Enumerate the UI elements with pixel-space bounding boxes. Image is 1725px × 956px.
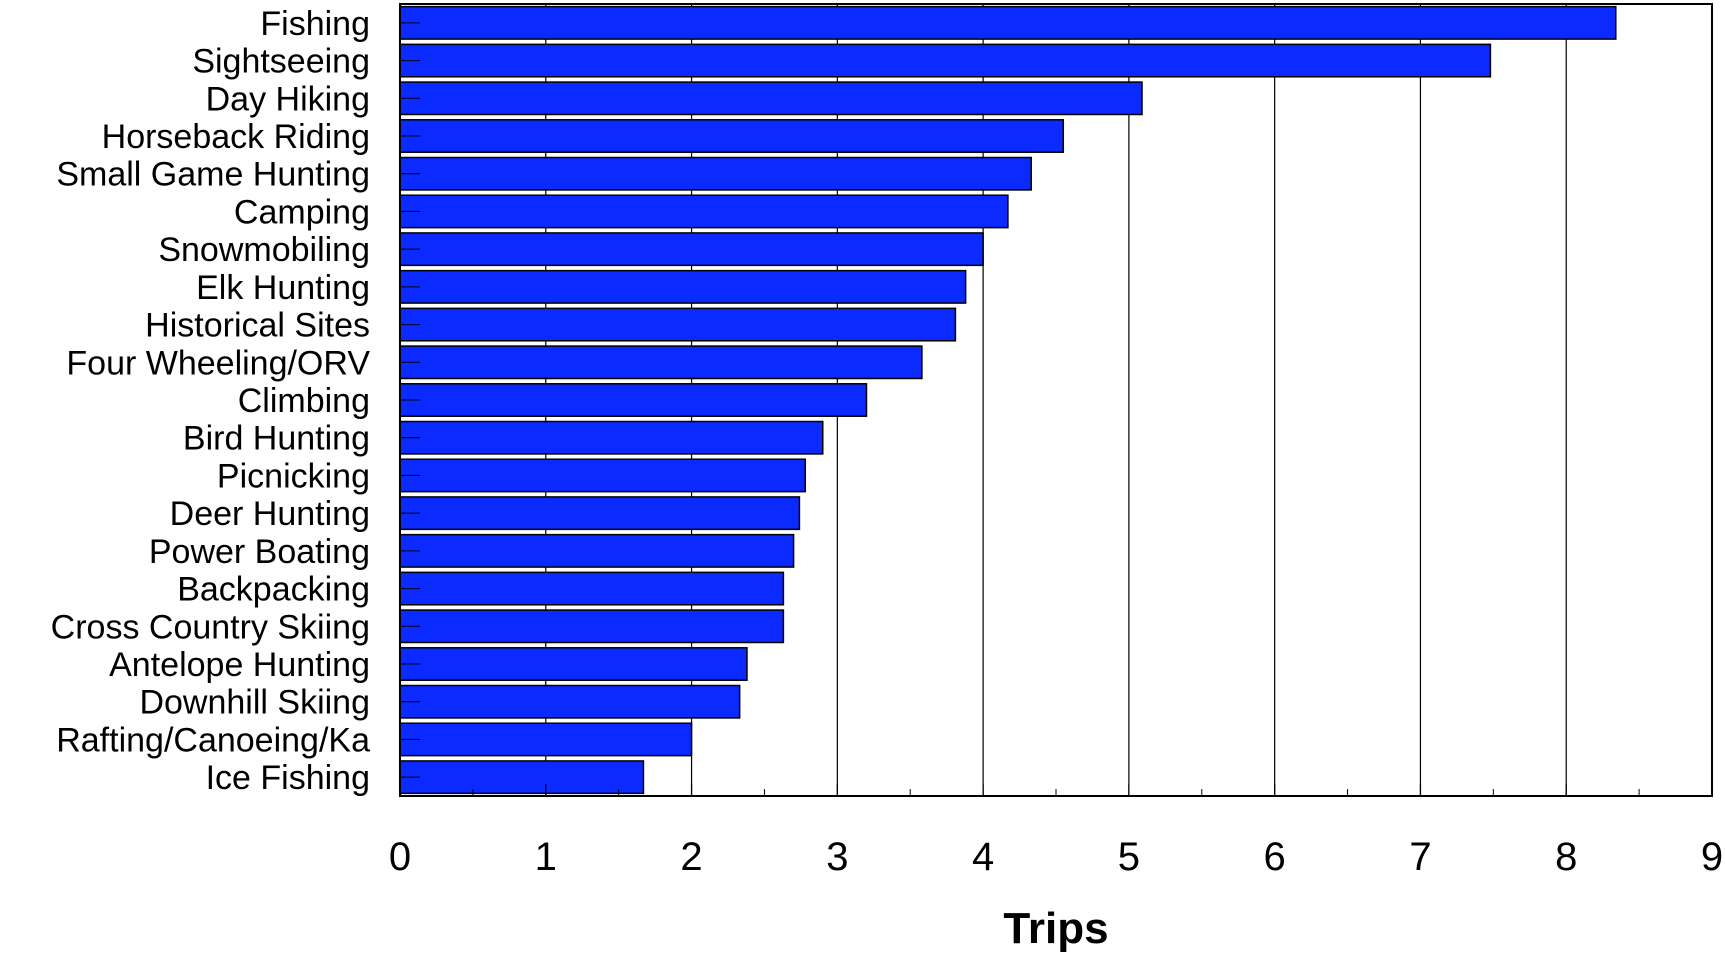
- category-label: Power Boating: [149, 533, 370, 571]
- bar: [399, 119, 1065, 153]
- x-axis-title: Trips: [1003, 904, 1108, 953]
- bar: [399, 383, 868, 417]
- x-tick-label: 1: [535, 835, 557, 879]
- category-label: Antelope Hunting: [109, 646, 370, 684]
- bar: [399, 156, 1032, 191]
- bar: [399, 760, 645, 795]
- plot-frame: [399, 3, 1713, 797]
- category-label: Historical Sites: [145, 307, 370, 345]
- bar: [399, 533, 795, 568]
- category-label: Backpacking: [177, 571, 370, 609]
- category-label: Rafting/Canoeing/Ka: [56, 721, 370, 759]
- bar: [399, 307, 957, 342]
- bar: [399, 722, 693, 757]
- bar: [399, 458, 807, 493]
- category-label: Day Hiking: [206, 80, 370, 118]
- category-label: Small Game Hunting: [56, 156, 370, 194]
- x-tick-label: 0: [389, 835, 411, 879]
- category-label: Deer Hunting: [170, 495, 370, 533]
- category-label: Ice Fishing: [206, 759, 370, 797]
- bar: [399, 496, 801, 531]
- x-tick-label: 8: [1555, 835, 1577, 879]
- bar: [399, 571, 785, 606]
- bar: [399, 232, 984, 267]
- bar: [399, 647, 748, 681]
- bar: [399, 81, 1143, 116]
- category-label: Horseback Riding: [102, 118, 370, 156]
- category-label: Camping: [234, 193, 370, 231]
- bar: [399, 5, 1617, 40]
- category-label: Elk Hunting: [196, 269, 370, 307]
- bar: [399, 43, 1492, 78]
- category-label: Snowmobiling: [158, 231, 370, 269]
- category-label: Sightseeing: [192, 43, 370, 81]
- bar: [399, 684, 741, 719]
- bar: [399, 269, 967, 304]
- bar: [399, 609, 785, 644]
- axis-ticks: [399, 22, 1713, 796]
- x-tick-label: 2: [680, 835, 702, 879]
- bar: [399, 420, 824, 455]
- category-label: Four Wheeling/ORV: [66, 344, 370, 382]
- category-label: Picnicking: [217, 457, 370, 495]
- x-tick-labels: 0 1 2 3 4 5 6 7 8 9: [389, 835, 1723, 879]
- category-label: Climbing: [238, 382, 370, 420]
- category-label: Cross Country Skiing: [51, 608, 370, 646]
- x-tick-label: 9: [1701, 835, 1723, 879]
- category-label: Bird Hunting: [183, 420, 370, 458]
- bar: [399, 345, 923, 380]
- bar: [399, 194, 1009, 229]
- x-tick-label: 3: [826, 835, 848, 879]
- x-tick-label: 6: [1264, 835, 1286, 879]
- category-label: Fishing: [260, 5, 370, 43]
- x-tick-label: 4: [972, 835, 994, 879]
- x-tick-label: 7: [1409, 835, 1431, 879]
- category-label: Downhill Skiing: [139, 684, 370, 722]
- x-tick-label: 5: [1118, 835, 1140, 879]
